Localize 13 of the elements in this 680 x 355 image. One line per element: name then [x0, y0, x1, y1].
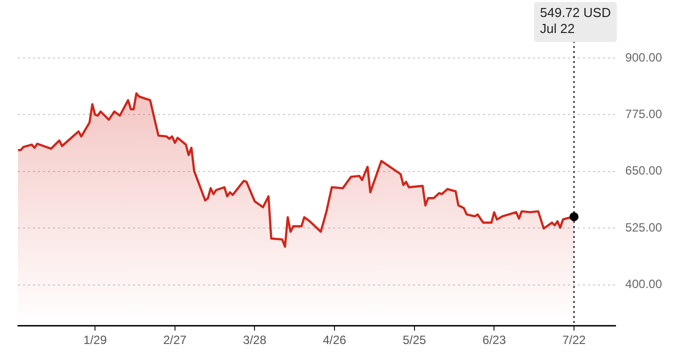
x-tick-label: 4/26 [322, 333, 347, 348]
text: 549.72 USD Jul 22 [540, 5, 611, 36]
x-tick-label: 5/25 [402, 333, 426, 348]
y-tick-label: 525.00 [625, 220, 662, 234]
x-tick-label: 1/29 [83, 333, 108, 348]
x-tick-label: 3/28 [243, 333, 267, 348]
y-tick-label: 400.00 [625, 277, 662, 292]
x-tick-label: 6/23 [482, 333, 506, 348]
y-tick-label: 775.00 [625, 107, 662, 122]
x-tick-label: 2/27 [163, 333, 187, 348]
x-tick-label: 7/22 [562, 333, 586, 348]
y-tick-label: 650.00 [625, 164, 662, 178]
y-tick-label: 900.00 [625, 50, 662, 64]
